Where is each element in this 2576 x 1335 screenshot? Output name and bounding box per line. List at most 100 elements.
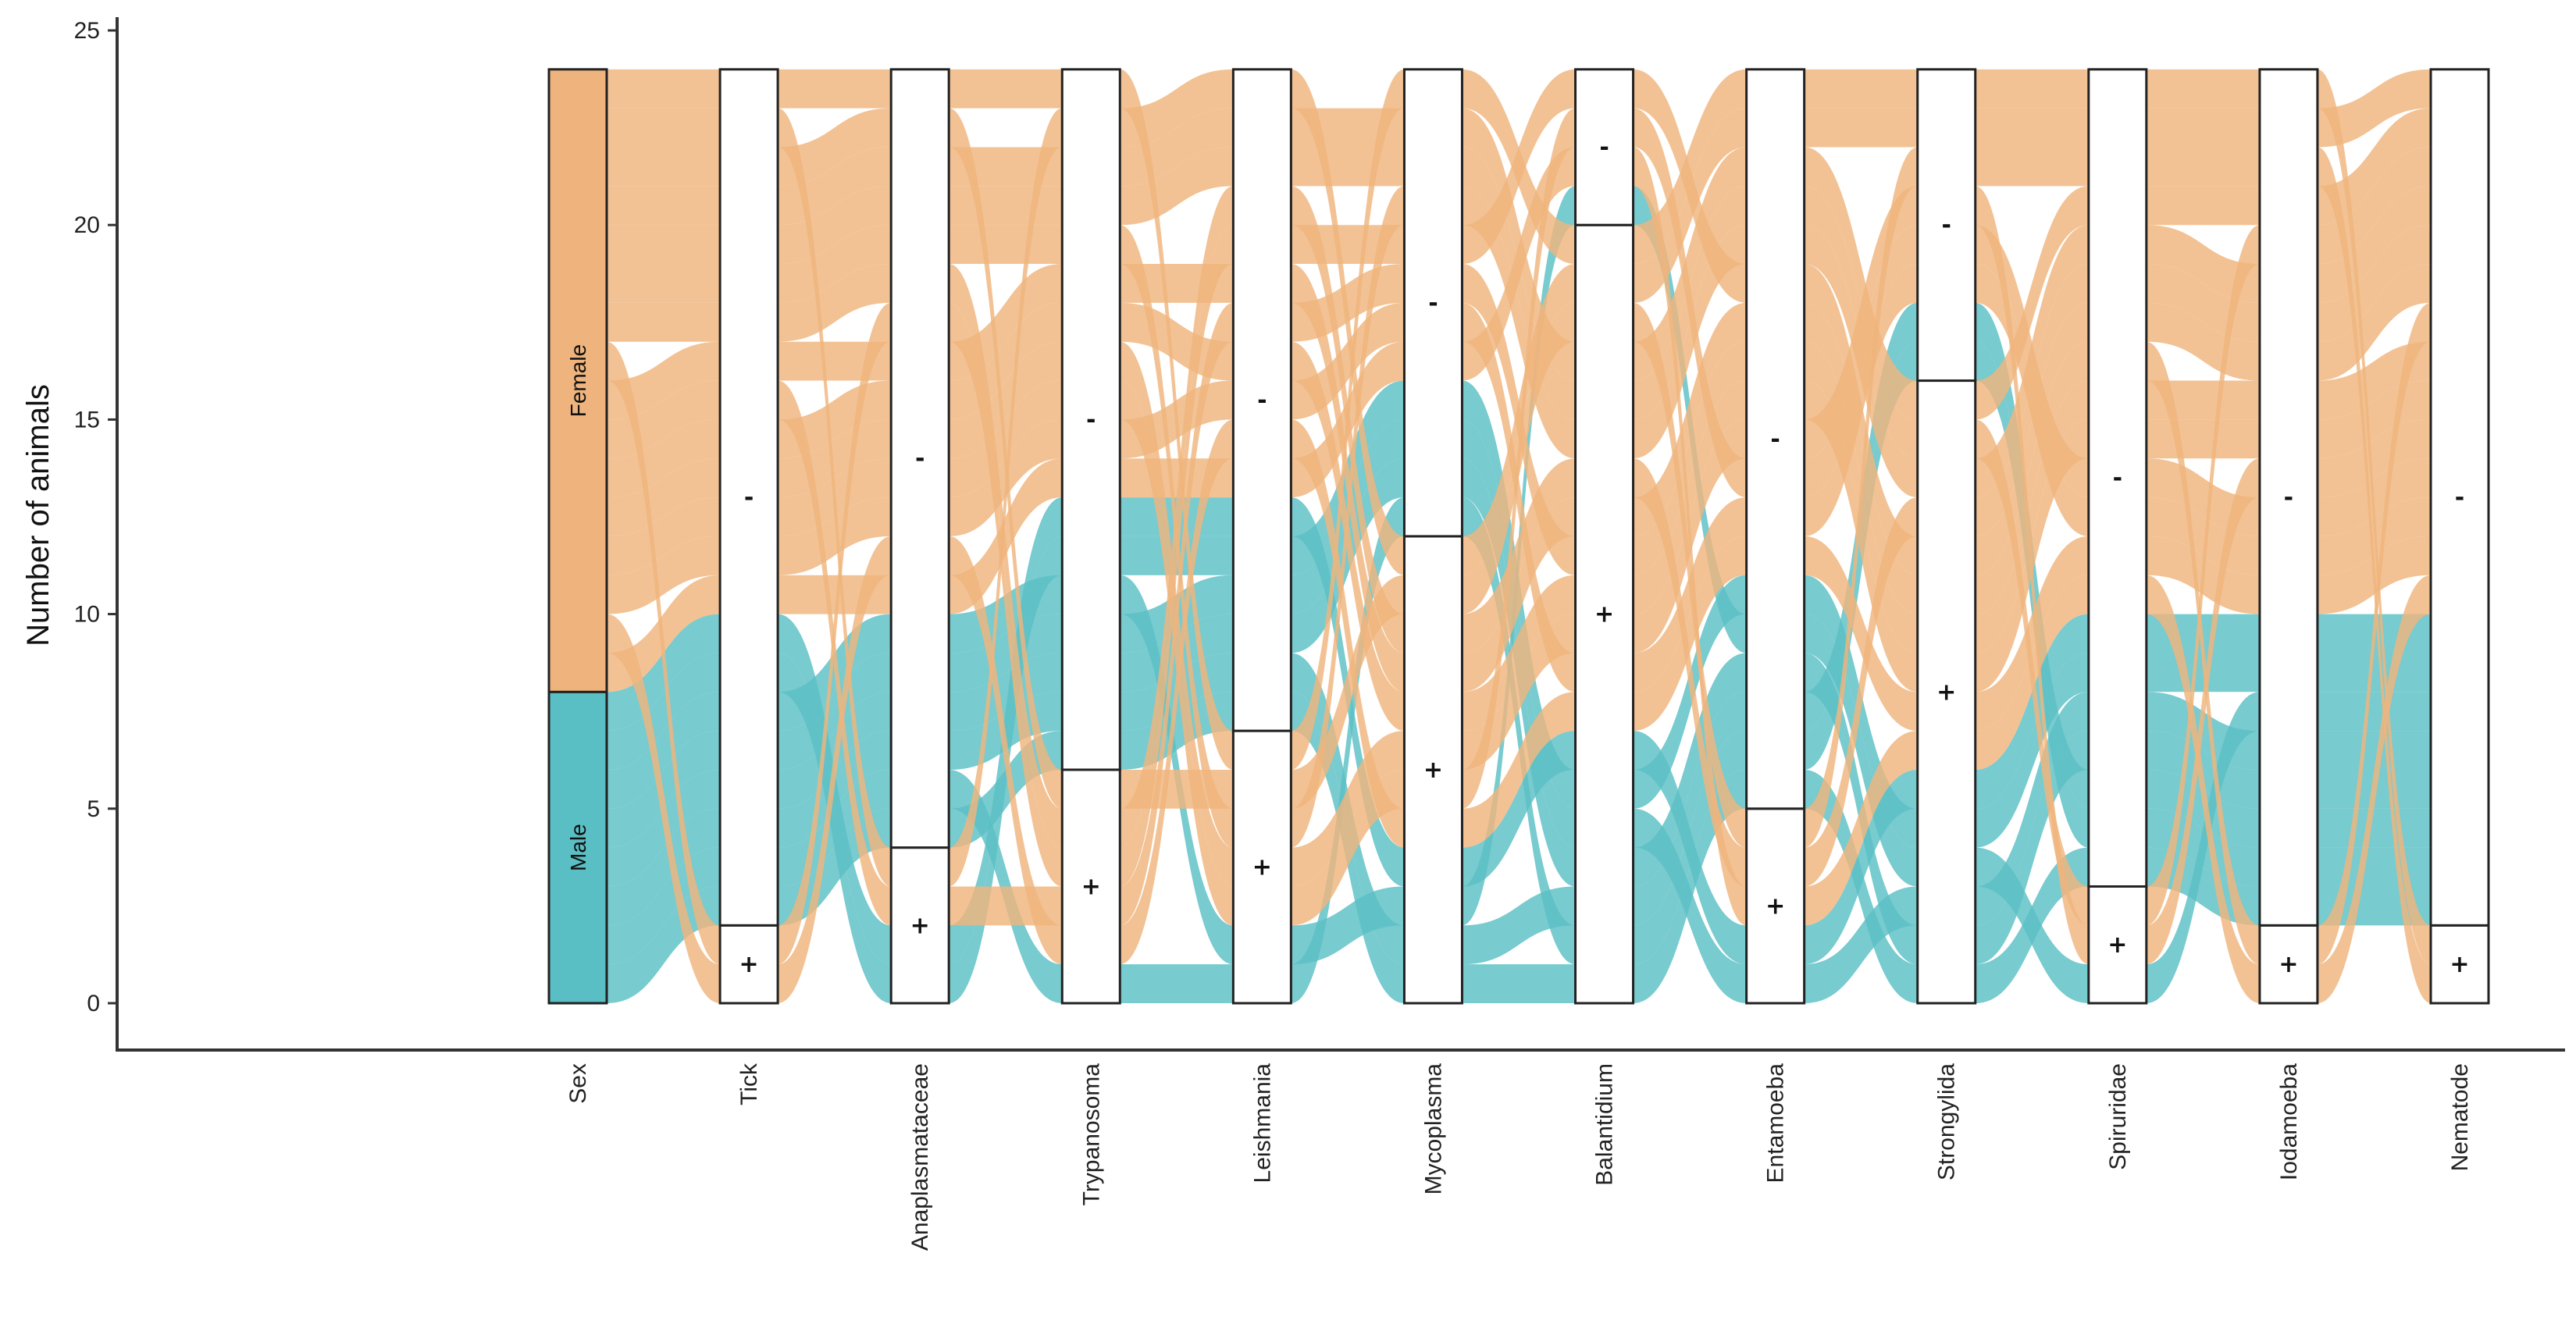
flow-band <box>1291 497 1405 1003</box>
flow-band <box>1120 186 1234 848</box>
stratum-label: - <box>1770 425 1780 453</box>
y-tick-label: 25 <box>74 18 100 44</box>
strata-layer <box>547 68 2490 1005</box>
flow-band <box>607 458 721 536</box>
flow-band <box>1291 886 1405 965</box>
x-category-label: Sex <box>565 1063 591 1104</box>
flow-band <box>1975 264 2089 536</box>
flow-band <box>1120 964 1234 1003</box>
flow-band <box>778 653 892 1003</box>
flow-band <box>1633 692 1747 926</box>
flow-band <box>1462 147 1576 420</box>
stratum-label: + <box>2450 951 2469 978</box>
flow-band <box>1462 302 1576 614</box>
flow-band <box>1804 497 1918 887</box>
flow-band <box>1975 536 2089 732</box>
flow-band <box>1804 380 1918 692</box>
flow-band <box>2146 108 2260 148</box>
flow-band <box>1633 108 1747 303</box>
flow-band <box>778 536 892 1003</box>
flow-band <box>1291 575 1405 809</box>
flow-band <box>1804 264 1918 536</box>
flow-band <box>607 225 721 265</box>
stratum-box <box>889 68 950 849</box>
y-tick-label: 20 <box>74 212 100 238</box>
flow-band <box>2317 186 2431 303</box>
flow-band <box>607 614 721 1003</box>
stratum-label: - <box>744 484 754 511</box>
flow-band <box>949 653 1063 732</box>
flow-band <box>607 186 721 226</box>
stratum-box <box>2087 68 2148 888</box>
flow-band <box>1633 380 1747 614</box>
stratum-box <box>1574 68 1635 226</box>
flow-band <box>2317 653 2431 692</box>
flow-band <box>1120 147 1234 226</box>
flow-band <box>2317 692 2431 732</box>
flow-band <box>2317 225 2431 342</box>
flow-band <box>1804 147 1918 420</box>
stratum-label: - <box>2455 484 2464 511</box>
stratum-box <box>1402 68 1463 538</box>
flow-band <box>2317 302 2431 965</box>
flow-band <box>949 264 1063 848</box>
flow-band <box>2317 69 2431 965</box>
flow-band <box>1462 108 1576 381</box>
flow-band <box>1975 147 2089 187</box>
flow-band <box>1462 692 1576 848</box>
stratum-label: + <box>1081 873 1101 900</box>
flow-band <box>607 692 721 809</box>
axis-layer: Number of animals 0 5 10 15 20 25 <box>21 17 2565 1052</box>
flow-band <box>1975 341 2089 848</box>
flow-band <box>1804 225 1918 498</box>
flow-band <box>607 536 721 614</box>
flow-band <box>1462 458 1576 653</box>
flow-band <box>2317 731 2431 770</box>
flow-band <box>1291 419 1405 848</box>
flow-band <box>949 225 1063 265</box>
flow-band <box>1633 497 1747 692</box>
flow-band <box>1804 186 1918 459</box>
flow-band <box>949 302 1063 887</box>
flow-band <box>1120 69 1234 770</box>
flow-band <box>1120 302 1234 926</box>
flow-band <box>949 341 1063 459</box>
flow-band <box>2146 497 2260 575</box>
stratum-label: + <box>910 912 930 939</box>
stratum-box <box>718 68 779 927</box>
flow-band <box>778 302 892 965</box>
stratum-box <box>889 846 950 1005</box>
flow-band <box>1633 731 1747 965</box>
stratum-box <box>2429 68 2490 927</box>
x-category-label: Strongylida <box>1934 1063 1960 1180</box>
flow-band <box>1462 964 1576 1003</box>
labels-layer: Male Female Sex + - Tick + - Anaplasmataceae + - Tr… <box>565 134 2473 1251</box>
y-tick-label: 5 <box>87 796 100 822</box>
flow-band <box>2317 419 2431 498</box>
flow-band <box>2146 692 2260 1003</box>
flow-band <box>1633 302 1747 536</box>
x-category-label: Iodamoeba <box>2276 1063 2302 1180</box>
flow-band <box>607 108 721 148</box>
flow-band <box>2146 769 2260 848</box>
flow-band <box>2317 147 2431 1003</box>
flow-band <box>2146 575 2260 1003</box>
flow-band <box>607 302 721 342</box>
flow-band <box>949 886 1063 926</box>
flow-band <box>1633 458 1747 887</box>
flow-band <box>778 108 892 887</box>
flow-band <box>1462 497 1576 692</box>
flow-band <box>2146 225 2260 926</box>
flow-band <box>2146 225 2260 303</box>
y-tick-label: 10 <box>74 602 100 628</box>
flow-band <box>1462 264 1576 575</box>
flow-band <box>1804 341 1918 770</box>
flow-band <box>1975 614 2089 809</box>
stratum-label: + <box>1936 678 1956 706</box>
flow-band <box>778 186 892 265</box>
flow-band <box>1975 847 2089 1003</box>
stratum-label: + <box>1765 892 1785 920</box>
flow-band <box>2146 419 2260 459</box>
stratum-box <box>1231 68 1292 732</box>
flow-band <box>1804 264 1918 575</box>
